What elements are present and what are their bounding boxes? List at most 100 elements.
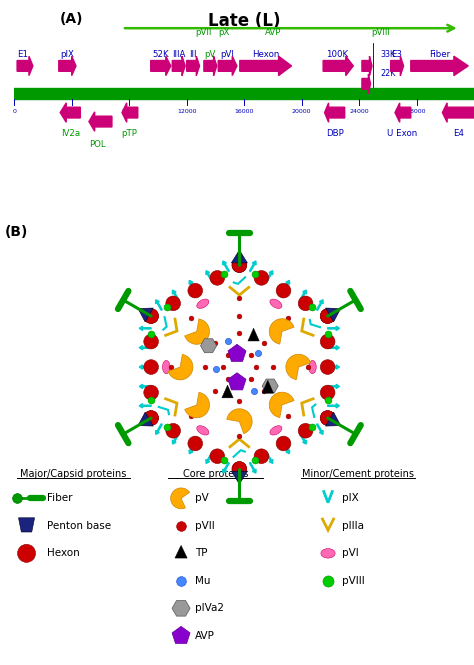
Circle shape [144, 334, 158, 349]
Circle shape [144, 360, 158, 374]
FancyArrow shape [223, 261, 229, 271]
FancyArrow shape [139, 404, 151, 408]
FancyArrow shape [155, 424, 162, 434]
Text: POL: POL [89, 140, 106, 148]
Polygon shape [201, 338, 217, 352]
FancyArrow shape [328, 346, 339, 350]
Text: E1: E1 [18, 50, 28, 59]
Text: 100K: 100K [327, 50, 348, 59]
Text: TP: TP [195, 549, 208, 559]
Circle shape [210, 271, 225, 285]
FancyArrow shape [395, 103, 411, 122]
Circle shape [298, 424, 313, 438]
Circle shape [144, 411, 158, 426]
Circle shape [144, 309, 158, 323]
FancyArrow shape [223, 463, 229, 473]
Circle shape [166, 296, 181, 311]
Circle shape [320, 309, 335, 323]
Text: pIX: pIX [61, 50, 74, 59]
Polygon shape [231, 471, 247, 484]
Text: pV: pV [205, 50, 216, 59]
FancyArrow shape [328, 404, 339, 408]
FancyArrow shape [362, 74, 371, 94]
Polygon shape [172, 626, 190, 644]
Text: E4: E4 [453, 129, 464, 138]
Text: pVI: pVI [221, 50, 235, 59]
Polygon shape [248, 329, 259, 341]
Text: DBP: DBP [326, 129, 344, 138]
Circle shape [144, 411, 158, 426]
Circle shape [144, 309, 158, 323]
Text: III: III [189, 50, 197, 59]
Polygon shape [175, 545, 187, 558]
Circle shape [254, 449, 269, 464]
Wedge shape [269, 319, 294, 344]
Text: (A): (A) [60, 12, 83, 26]
Circle shape [166, 424, 181, 438]
FancyArrow shape [173, 290, 179, 301]
FancyArrow shape [317, 424, 323, 434]
Text: E3: E3 [391, 50, 402, 59]
Text: pIVa2: pIVa2 [195, 603, 224, 613]
FancyArrow shape [362, 57, 372, 76]
Polygon shape [138, 412, 153, 426]
Circle shape [232, 462, 247, 476]
Circle shape [232, 462, 247, 476]
Text: Minor/Cement proteins: Minor/Cement proteins [302, 469, 414, 479]
Circle shape [320, 385, 335, 400]
FancyArrow shape [249, 463, 256, 473]
Circle shape [232, 258, 247, 273]
Text: Fiber: Fiber [429, 50, 450, 59]
FancyArrow shape [283, 281, 290, 291]
FancyArrow shape [283, 443, 290, 454]
Text: 33K: 33K [380, 50, 395, 59]
FancyArrow shape [325, 103, 345, 122]
Text: Core proteins: Core proteins [183, 469, 248, 479]
Circle shape [144, 385, 158, 400]
FancyArrow shape [187, 57, 200, 76]
Text: Fiber: Fiber [47, 493, 73, 503]
FancyArrow shape [328, 384, 339, 388]
FancyArrow shape [139, 384, 151, 388]
Text: 4000: 4000 [64, 109, 80, 114]
Ellipse shape [197, 426, 209, 435]
FancyArrow shape [59, 57, 76, 76]
Circle shape [276, 436, 291, 451]
FancyArrow shape [204, 57, 217, 76]
Text: pV: pV [195, 493, 209, 503]
Text: Hexon: Hexon [252, 50, 279, 59]
FancyArrow shape [266, 453, 273, 464]
FancyArrow shape [266, 271, 273, 281]
Text: pVI: pVI [342, 549, 359, 559]
FancyArrow shape [411, 57, 468, 76]
FancyArrow shape [328, 365, 339, 369]
Text: pX: pX [219, 28, 230, 37]
Text: pVII: pVII [196, 28, 212, 37]
Polygon shape [262, 380, 273, 393]
FancyArrow shape [189, 443, 196, 454]
Ellipse shape [309, 360, 316, 374]
FancyArrow shape [172, 57, 185, 76]
Circle shape [320, 309, 335, 323]
Wedge shape [227, 409, 252, 434]
FancyArrow shape [249, 261, 256, 271]
Text: 24000: 24000 [349, 109, 369, 114]
Text: 16000: 16000 [235, 109, 254, 114]
Circle shape [276, 283, 291, 298]
Ellipse shape [321, 549, 335, 558]
Text: Penton base: Penton base [47, 521, 111, 531]
Polygon shape [262, 379, 278, 393]
FancyArrow shape [139, 365, 151, 369]
Text: IV2a: IV2a [61, 129, 80, 138]
Text: AVP: AVP [264, 28, 281, 37]
Wedge shape [286, 354, 310, 380]
Text: 20000: 20000 [292, 109, 311, 114]
Text: pVIII: pVIII [342, 576, 365, 586]
FancyArrow shape [206, 453, 212, 464]
FancyArrow shape [189, 281, 196, 291]
Circle shape [320, 411, 335, 426]
FancyArrow shape [442, 103, 474, 122]
Ellipse shape [270, 299, 282, 309]
FancyArrow shape [89, 112, 112, 131]
FancyArrow shape [155, 300, 162, 311]
